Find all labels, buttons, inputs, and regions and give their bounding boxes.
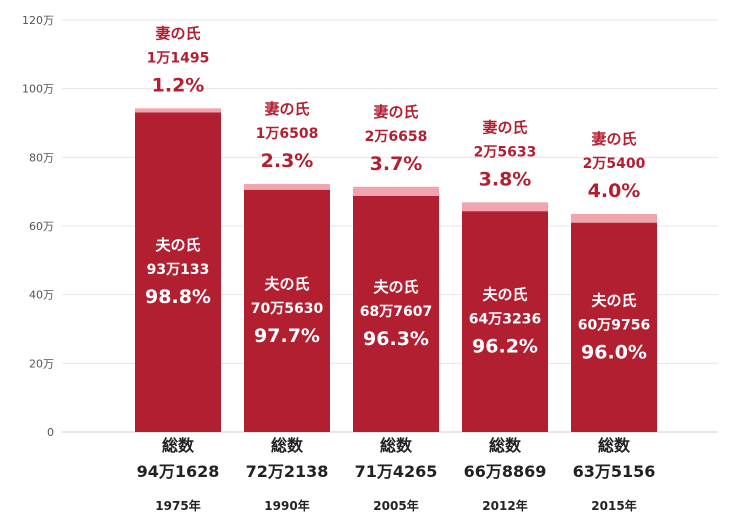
total-label: 総数 bbox=[489, 436, 522, 455]
wife-series-label: 妻の氏 bbox=[264, 100, 309, 118]
husband-value-label: 70万5630 bbox=[251, 301, 324, 317]
husband-series-label: 夫の氏 bbox=[591, 291, 636, 309]
total-value-label: 94万1628 bbox=[137, 462, 220, 481]
bar-wife bbox=[135, 108, 221, 113]
total-label: 総数 bbox=[380, 436, 413, 455]
husband-percent-label: 97.7% bbox=[254, 325, 320, 347]
y-tick-label: 60万 bbox=[29, 220, 54, 233]
total-label: 総数 bbox=[598, 436, 631, 455]
total-value-label: 71万4265 bbox=[355, 462, 438, 481]
husband-percent-label: 96.3% bbox=[363, 328, 429, 350]
bars bbox=[135, 108, 657, 432]
husband-series-label: 夫の氏 bbox=[373, 278, 418, 296]
wife-series-label: 妻の氏 bbox=[591, 130, 636, 148]
husband-value-label: 60万9756 bbox=[578, 317, 650, 333]
husband-series-label: 夫の氏 bbox=[155, 236, 200, 254]
husband-value-label: 68万7607 bbox=[360, 304, 432, 320]
wife-value-label: 2万5400 bbox=[583, 156, 646, 172]
bar-husband bbox=[135, 112, 221, 432]
total-value-label: 63万5156 bbox=[573, 462, 656, 481]
wife-value-label: 2万5633 bbox=[474, 144, 537, 160]
bar-wife bbox=[244, 184, 330, 190]
y-axis-ticks: 0 20万 40万 60万 80万 100万 120万 bbox=[22, 14, 54, 439]
wife-percent-label: 3.8% bbox=[479, 168, 532, 190]
wife-value-label: 1万6508 bbox=[256, 126, 319, 142]
husband-series-label: 夫の氏 bbox=[482, 286, 527, 304]
wife-series-label: 妻の氏 bbox=[373, 103, 418, 121]
total-value-label: 66万8869 bbox=[464, 462, 547, 481]
wife-value-label: 1万1495 bbox=[147, 50, 210, 66]
total-label: 総数 bbox=[162, 436, 195, 455]
wife-value-label: 2万6658 bbox=[365, 129, 428, 145]
bar-husband bbox=[571, 222, 657, 432]
husband-percent-label: 98.8% bbox=[145, 286, 211, 308]
wife-percent-label: 4.0% bbox=[588, 180, 641, 202]
husband-series-label: 夫の氏 bbox=[264, 275, 309, 293]
y-tick-label: 100万 bbox=[22, 83, 54, 96]
bar-wife bbox=[571, 213, 657, 223]
husband-value-label: 93万133 bbox=[147, 262, 210, 278]
wife-series-label: 妻の氏 bbox=[155, 24, 200, 42]
y-tick-label: 80万 bbox=[29, 151, 54, 164]
husband-percent-label: 96.2% bbox=[472, 336, 538, 358]
x-category-label: 2005年 bbox=[373, 498, 418, 513]
x-category-label: 2015年 bbox=[591, 498, 636, 513]
x-category-label: 2012年 bbox=[482, 498, 527, 513]
bar-labels: 妻の氏 1万1495 1.2% 夫の氏 93万133 98.8% 総数 94万1628 1975… bbox=[137, 24, 656, 513]
husband-percent-label: 96.0% bbox=[581, 341, 647, 363]
bar-wife bbox=[353, 186, 439, 196]
husband-value-label: 64万3236 bbox=[469, 312, 541, 328]
bar-husband bbox=[462, 211, 548, 432]
x-category-label: 1975年 bbox=[155, 498, 200, 513]
wife-percent-label: 3.7% bbox=[370, 153, 423, 175]
wife-percent-label: 2.3% bbox=[261, 150, 314, 172]
y-tick-label: 40万 bbox=[29, 289, 54, 302]
y-tick-label: 20万 bbox=[29, 357, 54, 370]
wife-series-label: 妻の氏 bbox=[482, 118, 527, 136]
total-value-label: 72万2138 bbox=[246, 462, 329, 481]
x-category-label: 1990年 bbox=[264, 498, 309, 513]
total-label: 総数 bbox=[271, 436, 304, 455]
bar-wife bbox=[462, 202, 548, 212]
y-tick-label: 0 bbox=[47, 426, 54, 439]
wife-percent-label: 1.2% bbox=[152, 74, 205, 96]
y-tick-label: 120万 bbox=[22, 14, 54, 27]
bar-husband bbox=[353, 195, 439, 432]
bar-husband bbox=[244, 189, 330, 432]
